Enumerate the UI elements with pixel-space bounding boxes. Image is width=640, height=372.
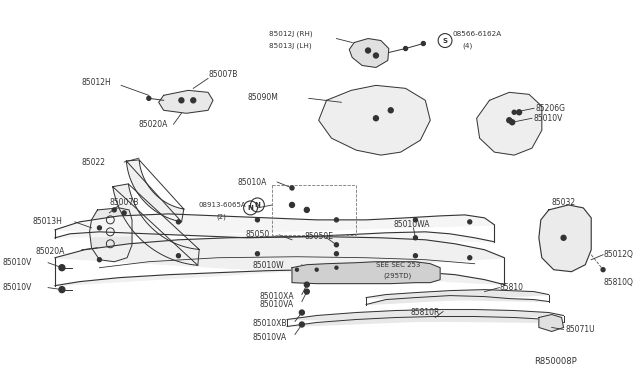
- Text: 85050: 85050: [246, 230, 270, 239]
- Circle shape: [147, 96, 151, 100]
- Text: 85010VA: 85010VA: [253, 333, 287, 343]
- Circle shape: [300, 310, 305, 315]
- Circle shape: [468, 256, 472, 260]
- Circle shape: [305, 208, 309, 212]
- Text: 85010V: 85010V: [3, 283, 32, 292]
- Polygon shape: [159, 90, 213, 113]
- Text: 85013J (LH): 85013J (LH): [269, 42, 312, 49]
- Text: 85013H: 85013H: [32, 217, 62, 226]
- Polygon shape: [287, 310, 564, 327]
- Circle shape: [255, 218, 259, 222]
- Circle shape: [290, 186, 294, 190]
- Circle shape: [177, 254, 180, 258]
- Circle shape: [335, 252, 339, 256]
- Circle shape: [365, 48, 371, 53]
- Circle shape: [404, 46, 408, 51]
- Text: 85010VA: 85010VA: [259, 299, 294, 309]
- Circle shape: [413, 254, 417, 258]
- Text: R850008P: R850008P: [534, 357, 577, 366]
- Circle shape: [413, 236, 417, 240]
- Text: 85022: 85022: [82, 158, 106, 167]
- Text: 85012Q: 85012Q: [603, 250, 633, 259]
- Text: (295TD): (295TD): [384, 273, 412, 279]
- Circle shape: [421, 42, 426, 45]
- Circle shape: [516, 110, 522, 115]
- Text: 85090M: 85090M: [248, 93, 278, 102]
- Circle shape: [413, 218, 417, 222]
- Text: 85810Q: 85810Q: [603, 278, 633, 287]
- Polygon shape: [55, 237, 504, 286]
- Circle shape: [300, 322, 305, 327]
- Circle shape: [122, 211, 126, 215]
- Circle shape: [374, 116, 378, 121]
- Text: 85020A: 85020A: [35, 247, 65, 256]
- Circle shape: [112, 208, 116, 212]
- Polygon shape: [90, 208, 132, 262]
- Polygon shape: [126, 160, 184, 222]
- Circle shape: [59, 265, 65, 271]
- Circle shape: [335, 218, 339, 222]
- Circle shape: [388, 108, 393, 113]
- Text: 08913-6065A: 08913-6065A: [198, 202, 246, 208]
- Circle shape: [177, 220, 180, 224]
- Text: 85010XB: 85010XB: [253, 320, 287, 328]
- Circle shape: [335, 243, 339, 247]
- Text: 85206G: 85206G: [536, 104, 566, 113]
- Text: 85012H: 85012H: [82, 78, 111, 87]
- Circle shape: [316, 268, 318, 271]
- Circle shape: [335, 266, 338, 269]
- Circle shape: [601, 268, 605, 272]
- Circle shape: [255, 252, 259, 256]
- Text: 85810: 85810: [499, 283, 524, 292]
- Text: 85810R: 85810R: [410, 308, 440, 317]
- Polygon shape: [319, 86, 430, 155]
- Polygon shape: [477, 92, 542, 155]
- Text: 85010W: 85010W: [253, 261, 284, 270]
- Polygon shape: [539, 314, 564, 331]
- Bar: [272, 185, 356, 235]
- Circle shape: [509, 120, 515, 125]
- Circle shape: [179, 98, 184, 103]
- Circle shape: [305, 282, 309, 287]
- Circle shape: [59, 286, 65, 293]
- Circle shape: [512, 110, 516, 114]
- Circle shape: [305, 289, 309, 294]
- Text: 85012J (RH): 85012J (RH): [269, 31, 313, 37]
- Polygon shape: [349, 39, 388, 67]
- Polygon shape: [55, 214, 495, 242]
- Text: (4): (4): [463, 42, 473, 49]
- Circle shape: [289, 202, 294, 208]
- Text: 85071U: 85071U: [566, 326, 595, 334]
- Circle shape: [468, 220, 472, 224]
- Circle shape: [374, 53, 378, 58]
- Circle shape: [97, 258, 101, 262]
- Text: SEE SEC 253: SEE SEC 253: [376, 262, 420, 268]
- Circle shape: [561, 235, 566, 240]
- Text: 85010V: 85010V: [534, 114, 563, 123]
- Text: 85050E: 85050E: [305, 232, 334, 241]
- Text: 85007B: 85007B: [109, 198, 139, 207]
- Polygon shape: [113, 184, 199, 265]
- Polygon shape: [292, 262, 440, 283]
- Polygon shape: [539, 205, 591, 272]
- Text: 85010XA: 85010XA: [259, 292, 294, 301]
- Circle shape: [191, 98, 196, 103]
- Circle shape: [97, 226, 101, 230]
- Text: 85010V: 85010V: [3, 258, 32, 267]
- Text: N: N: [248, 205, 253, 211]
- Text: 08566-6162A: 08566-6162A: [453, 31, 502, 36]
- Circle shape: [507, 118, 512, 123]
- Text: N: N: [255, 202, 260, 208]
- Text: S: S: [442, 38, 447, 44]
- Text: 85010WA: 85010WA: [394, 220, 430, 229]
- Text: (2): (2): [216, 214, 226, 220]
- Text: 85007B: 85007B: [208, 70, 237, 80]
- Text: 85020A: 85020A: [139, 120, 168, 129]
- Polygon shape: [366, 290, 548, 305]
- Text: 85010A: 85010A: [237, 178, 267, 187]
- Text: 85032: 85032: [552, 198, 576, 207]
- Circle shape: [296, 268, 298, 271]
